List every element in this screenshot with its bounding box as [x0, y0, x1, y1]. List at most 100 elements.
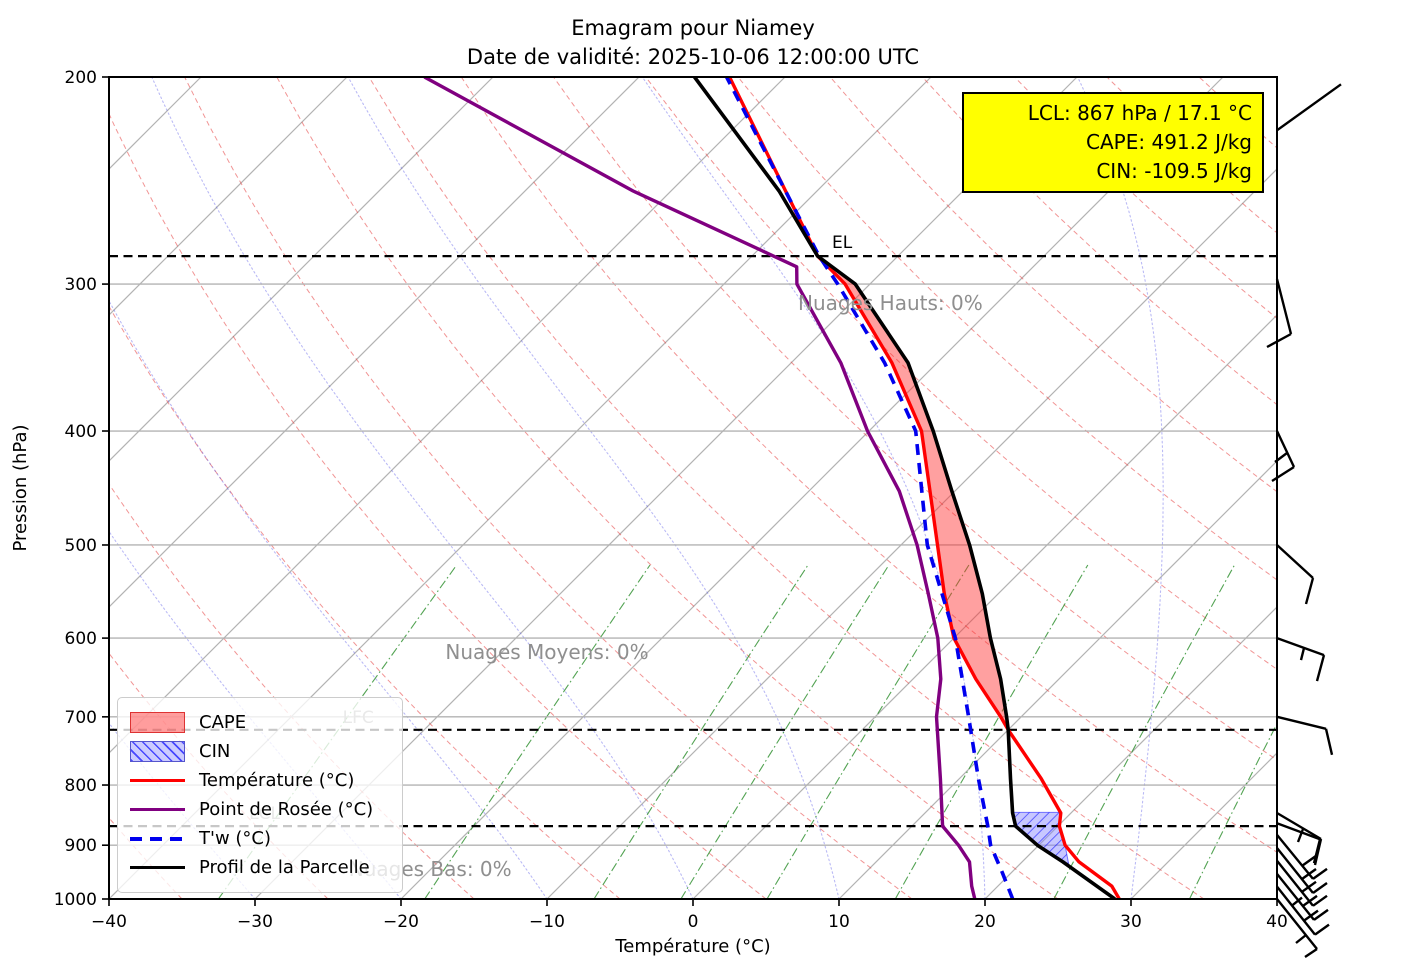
legend-item-parcel: Profil de la Parcelle	[130, 853, 390, 882]
isotherm-line	[692, 314, 1277, 899]
info-cape: CAPE: 491.2 J/kg	[1086, 130, 1252, 154]
wind-barb	[1276, 885, 1330, 936]
cape-patch-icon	[130, 712, 185, 733]
y-tick-label: 500	[65, 536, 97, 556]
parcel-line-icon	[130, 866, 185, 869]
moist-adiabat-line	[151, 77, 694, 899]
legend: CAPE CIN Température (°C) Point de Rosée…	[117, 697, 403, 893]
wind-barb	[1276, 898, 1318, 958]
x-tick-label: 40	[1266, 912, 1288, 932]
info-cin: CIN: -109.5 J/kg	[1096, 159, 1252, 183]
y-axis-label: Pression (hPa)	[10, 424, 31, 551]
wind-barb	[1276, 636, 1326, 682]
wind-barb	[1276, 873, 1329, 921]
wind-barb	[1276, 822, 1322, 864]
x-tick-label: −40	[91, 912, 127, 932]
dry-adiabat-line	[737, 77, 1277, 581]
dry-adiabat-line	[829, 77, 1277, 493]
wind-barb	[1276, 847, 1328, 894]
y-tick-label: 300	[65, 275, 97, 295]
wind-barb	[1276, 860, 1328, 907]
y-tick-label: 1000	[54, 890, 97, 910]
annotation-nuages-moyens-0-: Nuages Moyens: 0%	[445, 640, 648, 664]
dry-adiabat-line	[1384, 77, 1404, 899]
wetbulb-curve	[725, 77, 1015, 899]
wind-barb	[1276, 715, 1334, 756]
wetbulb-dashed-line-icon	[130, 836, 185, 841]
dewpoint-line-icon	[130, 808, 185, 811]
dry-adiabat-line	[109, 112, 767, 899]
page-title: Emagram pour Niamey	[571, 16, 815, 40]
legend-label: T'w (°C)	[199, 828, 271, 849]
dry-adiabat-line	[645, 77, 1277, 670]
x-axis-label: Température (°C)	[614, 936, 770, 957]
y-tick-label: 600	[65, 629, 97, 649]
y-tick-label: 800	[65, 776, 97, 796]
plot-area: ELLFCLCLNuages Hauts: 0%Nuages Moyens: 0…	[109, 77, 1404, 899]
annotation-el: EL	[832, 233, 853, 253]
cin-patch-icon	[130, 741, 185, 762]
wind-barb	[1276, 544, 1315, 605]
isotherm-line	[109, 77, 494, 462]
page-subtitle: Date de validité: 2025-10-06 12:00:00 UT…	[466, 45, 920, 69]
x-tick-label: 30	[1120, 912, 1142, 932]
legend-label: Point de Rosée (°C)	[199, 799, 374, 820]
parcel-curve	[693, 77, 1116, 899]
wind-barb	[1266, 278, 1293, 349]
isotherm-line	[109, 77, 786, 754]
legend-item-cape: CAPE	[130, 708, 390, 737]
x-tick-label: −30	[237, 912, 273, 932]
dry-adiabat-line	[460, 77, 1277, 853]
moist-adiabat-line	[1276, 896, 1277, 899]
mixing-ratio-line	[680, 564, 890, 899]
chart-title-block: Emagram pour Niamey Date de validité: 20…	[109, 14, 1277, 72]
legend-label: CAPE	[199, 712, 247, 733]
info-box: LCL: 867 hPa / 17.1 °C CAPE: 491.2 J/kg …	[962, 92, 1264, 193]
mixing-ratio-line	[593, 564, 809, 899]
x-tick-label: 0	[688, 912, 699, 932]
x-tick-label: −10	[529, 912, 565, 932]
info-lcl: LCL: 867 hPa / 17.1 °C	[1027, 101, 1252, 125]
mixing-ratio-line	[424, 564, 651, 899]
legend-label: CIN	[199, 741, 231, 762]
dry-adiabat-line	[1291, 77, 1404, 899]
moist-adiabat-line	[1077, 77, 1164, 899]
dewpoint-curve	[423, 77, 977, 899]
mixing-ratio-line	[1189, 722, 1277, 899]
y-tick-label: 700	[65, 708, 97, 728]
dry-adiabat-line	[1106, 77, 1277, 234]
wind-barb	[1276, 83, 1342, 132]
legend-label: Profil de la Parcelle	[199, 857, 370, 878]
legend-item-dewpoint: Point de Rosée (°C)	[130, 795, 390, 824]
wind-barb	[1271, 430, 1296, 483]
x-tick-label: 20	[974, 912, 996, 932]
dry-adiabat-line	[1014, 77, 1277, 320]
dry-adiabat-line	[184, 77, 913, 899]
isotherm-line	[109, 77, 640, 608]
moist-adiabat-line	[347, 77, 840, 899]
mixing-ratio-line	[1053, 564, 1235, 899]
y-tick-label: 900	[65, 836, 97, 856]
legend-item-wetbulb: T'w (°C)	[130, 824, 390, 853]
wind-barb	[1276, 834, 1328, 880]
cape-region	[817, 256, 1009, 730]
isotherm-line	[546, 168, 1277, 899]
annotation-nuages-hauts-0-: Nuages Hauts: 0%	[798, 291, 983, 315]
temperature-curve	[727, 77, 1121, 899]
isotherm-line	[1130, 752, 1277, 899]
dry-adiabat-line	[1198, 77, 1277, 149]
y-tick-label: 400	[65, 422, 97, 442]
y-tick-label: 200	[65, 68, 97, 88]
legend-item-cin: CIN	[130, 737, 390, 766]
isotherm-line	[984, 606, 1277, 899]
isotherm-line	[400, 77, 1224, 899]
legend-label: Température (°C)	[199, 770, 355, 791]
x-tick-label: 10	[828, 912, 850, 932]
temperature-line-icon	[130, 779, 185, 782]
isotherm-line	[109, 77, 348, 316]
x-tick-label: −20	[383, 912, 419, 932]
legend-item-temperature: Température (°C)	[130, 766, 390, 795]
isotherm-line	[1276, 898, 1277, 899]
